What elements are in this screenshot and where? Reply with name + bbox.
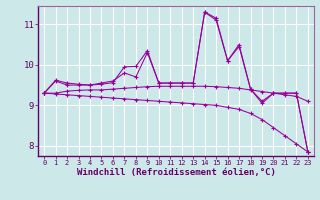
X-axis label: Windchill (Refroidissement éolien,°C): Windchill (Refroidissement éolien,°C) <box>76 168 276 177</box>
